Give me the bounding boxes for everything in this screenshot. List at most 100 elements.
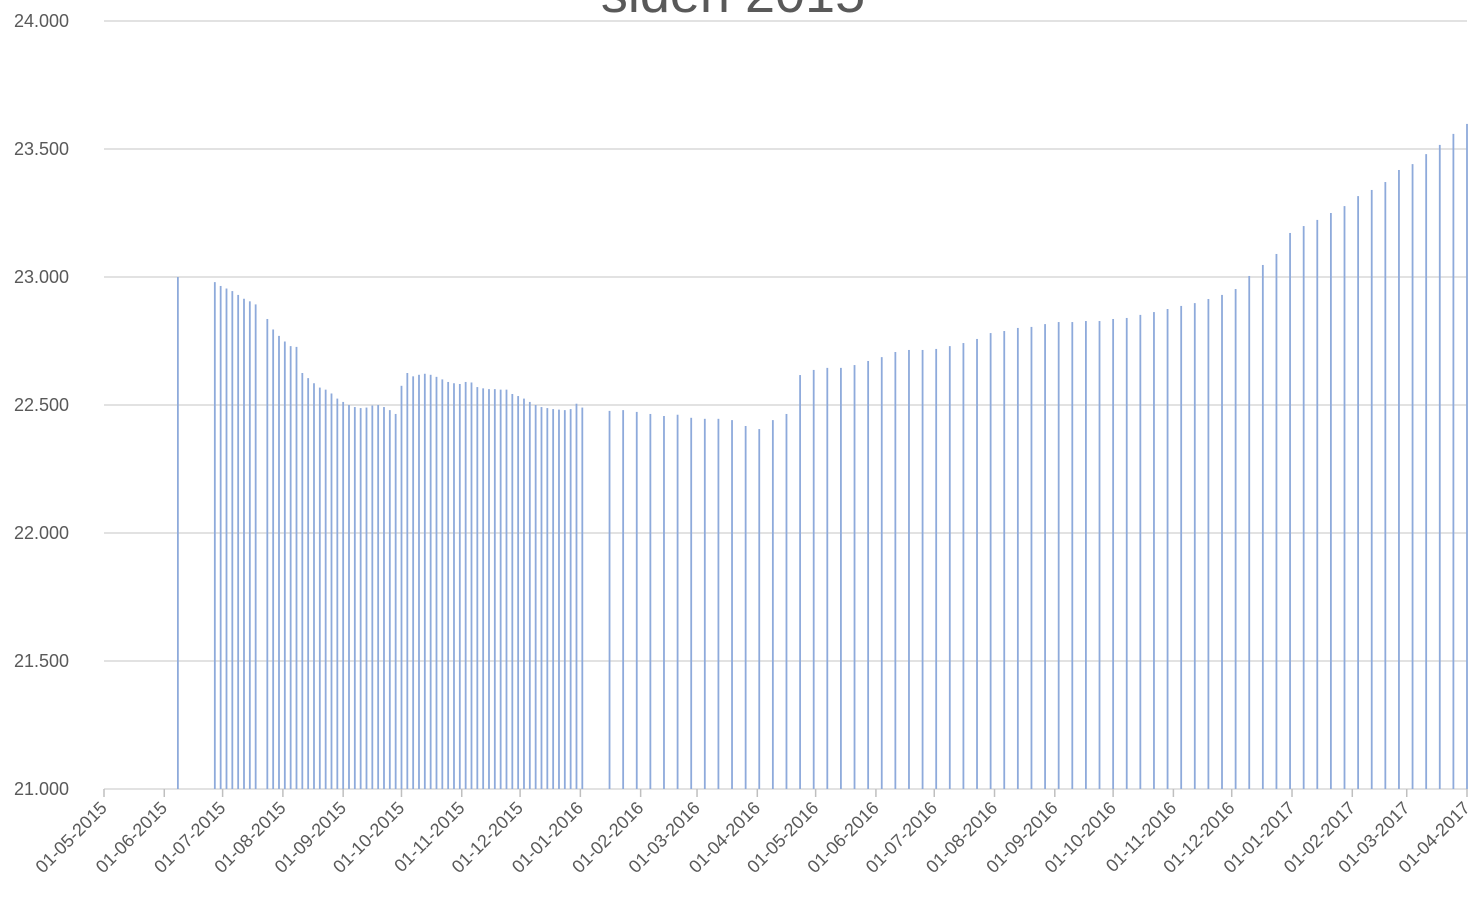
bar [476, 387, 479, 789]
bar [423, 373, 426, 789]
bar [540, 407, 543, 789]
bar [517, 396, 520, 789]
y-tick-label: 21.000 [14, 779, 69, 799]
bar [488, 389, 490, 789]
bar [575, 403, 578, 789]
bar [353, 407, 356, 789]
bar [771, 420, 774, 789]
bar [676, 414, 679, 789]
bar [435, 376, 438, 789]
bar [266, 318, 269, 789]
bar [1098, 321, 1101, 789]
bar [1425, 154, 1428, 789]
bar [470, 382, 473, 789]
bar [1166, 309, 1169, 789]
bar [1234, 289, 1237, 789]
bar [717, 418, 720, 789]
bar [1275, 253, 1278, 789]
bar [1139, 314, 1142, 789]
bar [1248, 275, 1251, 789]
bar [826, 367, 829, 789]
bar [499, 389, 502, 789]
bar [840, 367, 842, 789]
bar [1221, 294, 1223, 789]
bar [307, 378, 310, 789]
bar [1071, 322, 1074, 789]
bar [558, 409, 560, 789]
bar [1261, 264, 1264, 789]
bar [799, 375, 801, 789]
bar [464, 381, 467, 789]
bar [1057, 322, 1060, 789]
bar [1112, 318, 1115, 789]
bar [867, 360, 870, 789]
bar [908, 349, 910, 789]
bar [1289, 232, 1291, 789]
bar [546, 408, 549, 789]
bar [758, 429, 761, 789]
bar [812, 369, 815, 789]
bar [313, 383, 315, 789]
bar [1384, 182, 1387, 790]
bar [248, 301, 251, 789]
bar [1302, 226, 1305, 789]
bar [853, 365, 856, 789]
bar [608, 410, 611, 789]
bar [534, 405, 537, 789]
bar [1030, 326, 1033, 789]
y-tick-label: 22.500 [14, 395, 69, 415]
bar [552, 409, 555, 789]
bar [1329, 213, 1332, 789]
bar [703, 418, 706, 789]
bar [272, 329, 275, 789]
bar [948, 346, 951, 789]
bar [1153, 312, 1155, 789]
bar [1180, 305, 1183, 789]
bar [989, 333, 992, 789]
bar [219, 285, 222, 789]
bar [295, 346, 298, 789]
bar [1398, 169, 1400, 789]
bar [213, 282, 216, 789]
bar [377, 405, 380, 789]
bar [231, 291, 234, 789]
bar [1193, 303, 1196, 789]
bar [1085, 321, 1087, 789]
bar [1343, 206, 1346, 789]
bar [278, 335, 280, 789]
bar [176, 277, 179, 789]
y-tick-label: 24.000 [14, 11, 69, 31]
bar [962, 343, 965, 789]
bar [622, 410, 625, 789]
bar [283, 341, 286, 789]
bar [458, 384, 461, 789]
bar [289, 346, 292, 789]
bar [1016, 327, 1019, 789]
bar [976, 338, 978, 789]
bar [342, 401, 345, 789]
bar [453, 383, 455, 789]
bar [1438, 144, 1441, 790]
y-tick-label: 22.000 [14, 523, 69, 543]
bar [237, 294, 240, 789]
bar [336, 398, 339, 789]
y-tick-label: 21.500 [14, 651, 69, 671]
bar [635, 411, 638, 789]
bar [406, 373, 409, 789]
bar [1411, 164, 1414, 789]
bar [569, 409, 572, 789]
bar [429, 374, 432, 789]
bar [225, 288, 228, 789]
bar [511, 393, 514, 789]
bar [447, 381, 450, 789]
bar [663, 416, 665, 789]
bar [505, 389, 508, 789]
bar [935, 348, 938, 789]
bar [324, 389, 327, 789]
bar [400, 385, 403, 789]
bar [731, 420, 733, 789]
bar [649, 413, 652, 789]
bar [365, 407, 368, 789]
